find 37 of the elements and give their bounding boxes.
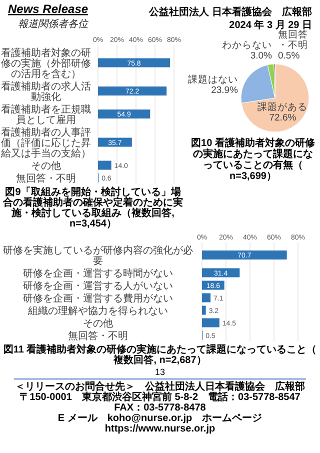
bar bbox=[202, 306, 206, 315]
text: 図11 看護補助者対象の研修の実施にあたって課題になっていること（複数回答, n=2,687） bbox=[3, 344, 317, 366]
data-label: 23.9% bbox=[211, 85, 239, 96]
y-tick-label: 無回答・不明 bbox=[16, 172, 76, 184]
y-tick-label: 無回答・不明 bbox=[68, 330, 128, 342]
text: 図10 看護補助者対象の研修の実施にあたって課題になっていることの有無（n=3,699） bbox=[191, 137, 316, 182]
y-tick-label: 研修を企画・運営する時間がない bbox=[23, 267, 173, 280]
y-tick-label: 看護補助者の人事評価（評価に応じた昇給又は手当の支給） bbox=[0, 126, 91, 160]
text: 〒150-0001 東京都渋谷区神宮前 5-8-2 電話：03-5778-8547 FAX：03-5778-8478 bbox=[20, 391, 301, 414]
slice-label: わからない bbox=[222, 40, 272, 51]
bar bbox=[202, 318, 220, 328]
text: 報道関係者各位 bbox=[18, 18, 89, 30]
y-tick-label: 研修を企画・運営する費用がない bbox=[23, 292, 173, 304]
text: 2024 年 3 月 29 日 bbox=[229, 19, 312, 31]
slice-label: 無回答・不明 bbox=[278, 28, 308, 51]
y-tick-label: 看護補助者の求人活動強化 bbox=[1, 80, 91, 103]
data-label: 0.5% bbox=[278, 50, 300, 62]
y-tick-label: その他 bbox=[31, 160, 61, 172]
data-label: 72.6% bbox=[269, 112, 297, 124]
text: 図9「取組みを開始・検討している」場合の看護補助者の確保や定着のために実施・検討している取組み（複数回答, n=3,454） bbox=[2, 186, 183, 230]
text: News Release bbox=[8, 2, 88, 16]
data-label: 3.0% bbox=[250, 50, 273, 62]
slice-label: 課題はない bbox=[188, 74, 238, 86]
bar bbox=[202, 268, 240, 278]
slice-label: 課題がある bbox=[258, 101, 308, 114]
text: 13 bbox=[154, 367, 166, 377]
text: ＜リリースのお問合せ先＞ 公益社団法人日本看護協会 広報部 bbox=[15, 380, 305, 392]
bar bbox=[202, 293, 211, 302]
text: E メール koho@nurse.or.jp ホームページ https://www.nurse.or.jp bbox=[58, 413, 262, 434]
y-tick-label: その他 bbox=[83, 317, 113, 330]
y-tick-label: 看護補助者対象の研修の実施（外部研修の活用を含む） bbox=[1, 46, 91, 80]
y-tick-label: 研修を実施しているが研修内容の強化が必要 bbox=[3, 244, 193, 267]
text: 公益社団法人 日本看護協会 広報部 bbox=[148, 6, 312, 18]
y-tick-label: 看護補助者を正規職員として雇用 bbox=[1, 103, 91, 126]
y-tick-label: 研修を企画・運営する人がいない bbox=[23, 280, 173, 292]
pie-slice bbox=[241, 64, 310, 132]
y-tick-label: 組織の理解や協力を得られない bbox=[27, 304, 168, 317]
